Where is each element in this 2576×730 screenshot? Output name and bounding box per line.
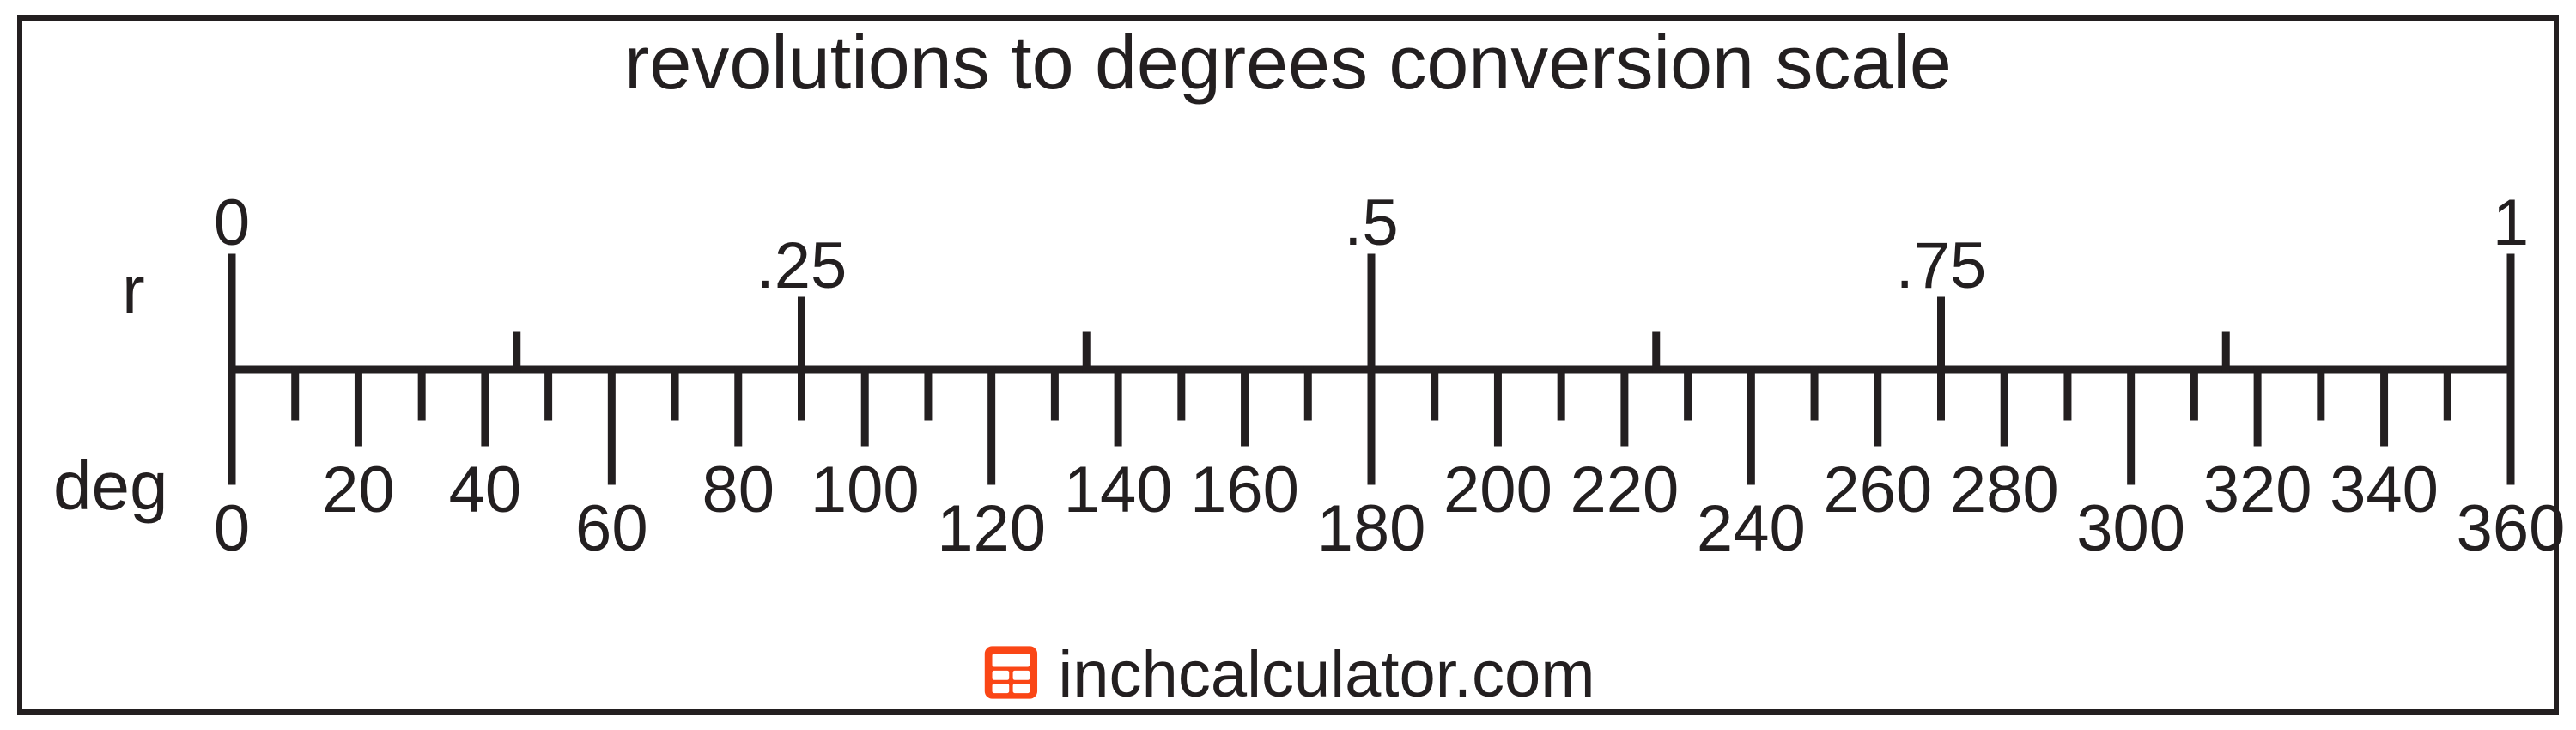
brand: inchcalculator.com bbox=[981, 637, 1595, 712]
bottom-tick-label: 40 bbox=[449, 453, 522, 527]
bottom-tick-label: 20 bbox=[322, 453, 395, 527]
bottom-tick-label: 220 bbox=[1570, 453, 1679, 527]
bottom-tick-label: 360 bbox=[2457, 491, 2566, 566]
bottom-tick-label: 340 bbox=[2330, 453, 2439, 527]
bottom-tick-label: 120 bbox=[937, 491, 1046, 566]
top-tick-label: .25 bbox=[756, 228, 848, 303]
top-tick-label: .75 bbox=[1896, 228, 1987, 303]
bottom-tick-label: 240 bbox=[1697, 491, 1806, 566]
bottom-tick-label: 60 bbox=[575, 491, 648, 566]
calculator-icon bbox=[981, 642, 1041, 707]
bottom-tick-label: 160 bbox=[1190, 453, 1299, 527]
bottom-tick-label: 200 bbox=[1443, 453, 1552, 527]
bottom-tick-label: 80 bbox=[702, 453, 775, 527]
bottom-tick-label: 260 bbox=[1823, 453, 1932, 527]
bottom-tick-label: 0 bbox=[214, 491, 250, 566]
top-tick-label: 1 bbox=[2493, 186, 2529, 260]
bottom-tick-label: 280 bbox=[1950, 453, 2059, 527]
brand-text: inchcalculator.com bbox=[1058, 637, 1595, 712]
bottom-tick-label: 100 bbox=[811, 453, 920, 527]
bottom-tick-label: 300 bbox=[2076, 491, 2185, 566]
bottom-tick-label: 320 bbox=[2203, 453, 2312, 527]
top-tick-label: .5 bbox=[1344, 186, 1398, 260]
top-unit-label: r bbox=[122, 251, 145, 330]
conversion-ruler bbox=[0, 0, 2576, 730]
bottom-unit-label: deg bbox=[53, 447, 167, 526]
top-tick-label: 0 bbox=[214, 186, 250, 260]
bottom-tick-label: 140 bbox=[1064, 453, 1173, 527]
bottom-tick-label: 180 bbox=[1317, 491, 1426, 566]
